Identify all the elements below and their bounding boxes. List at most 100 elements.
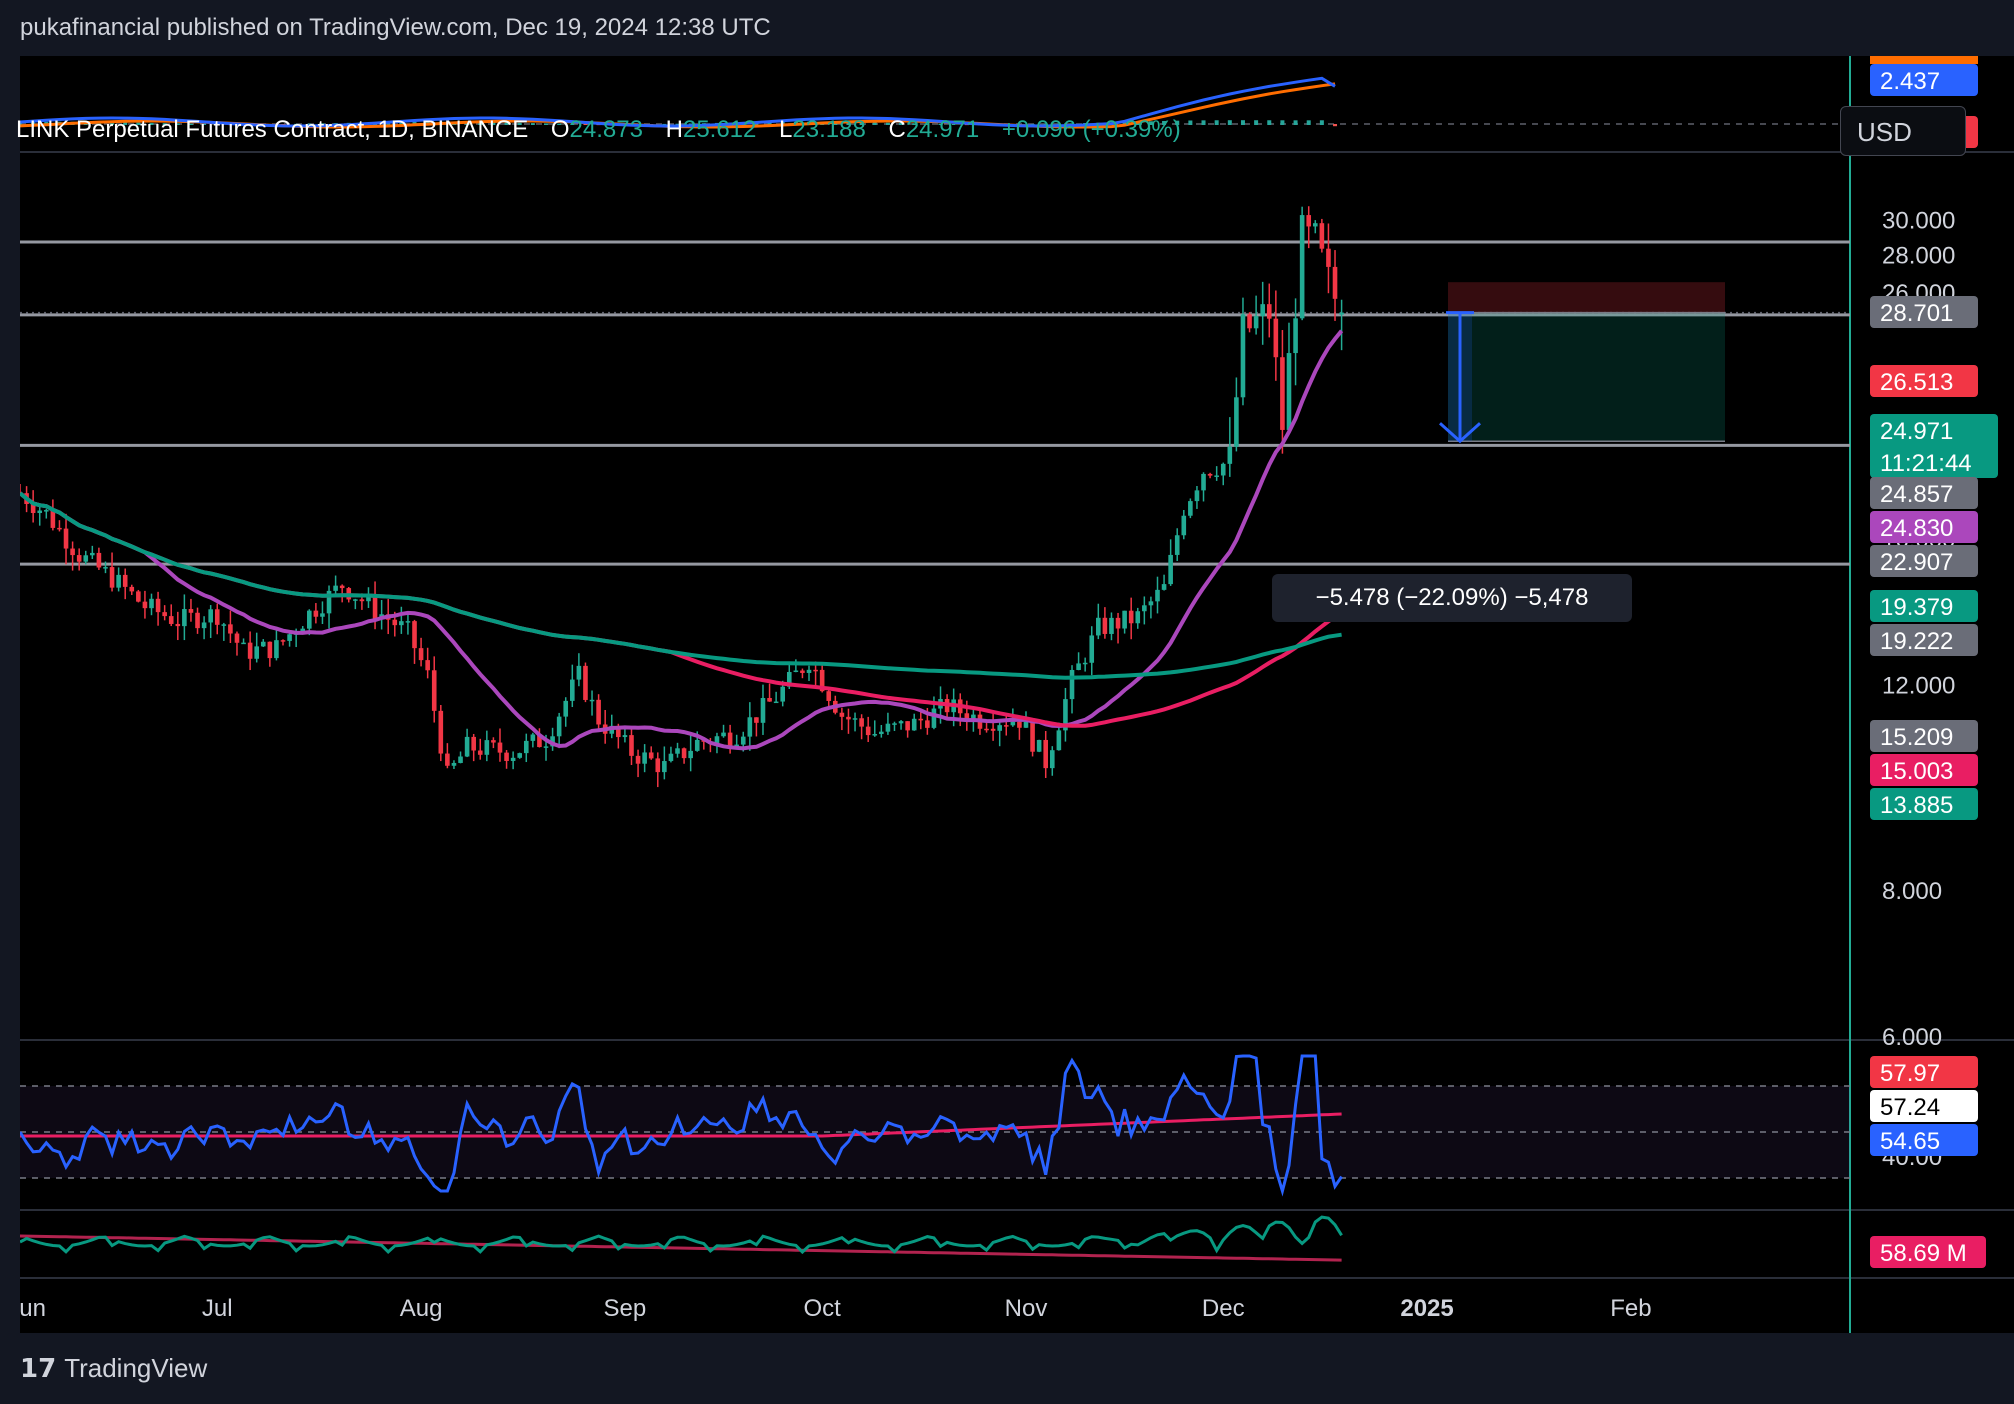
change-value: +0.096 (+0.39%) (1001, 116, 1181, 143)
candle-body (50, 510, 56, 528)
time-tick-label: 2025 (1400, 1295, 1453, 1322)
candle-body (727, 732, 733, 747)
countdown-text: 11:21:44 (1880, 450, 1972, 477)
macd-histogram-bar (872, 122, 877, 125)
candle-body (1076, 663, 1081, 670)
candle-body (852, 718, 858, 720)
candle-body (109, 567, 115, 588)
macd-histogram-bar (583, 124, 588, 126)
price-label-text: 26.513 (1880, 369, 1953, 396)
candle-body (865, 726, 871, 736)
candle-body (570, 679, 575, 701)
candle-body (556, 716, 562, 737)
high-label: H (665, 116, 683, 143)
candle-body (464, 736, 470, 757)
price-tick-label: 8.000 (1882, 878, 1942, 905)
ma-long-line (20, 491, 1342, 680)
candle-body (846, 716, 851, 720)
macd-histogram-bar (1319, 120, 1324, 125)
macd-histogram-bar (1227, 120, 1232, 125)
rsi-value-tag (1870, 1090, 1978, 1122)
candle-body (247, 642, 253, 659)
macd-histogram-bar (899, 123, 904, 125)
candle-body (504, 752, 509, 761)
macd-histogram-bar (188, 123, 193, 125)
candle-body (925, 720, 930, 728)
candle-body (734, 744, 739, 747)
macd-histogram-bar (846, 122, 851, 125)
macd-histogram-bar (110, 122, 115, 125)
rsi-value-text: 57.97 (1880, 1060, 1940, 1087)
candle-body (819, 669, 825, 692)
tradingview-brand[interactable]: 17 TradingView (20, 1353, 207, 1384)
candle-body (142, 601, 148, 609)
chart-area[interactable]: 30.00028.00026.00020.00016.00012.00010.0… (20, 56, 2014, 1333)
candle-body (813, 669, 818, 672)
candle-body (458, 756, 463, 763)
candle-body (339, 585, 345, 589)
macd-histogram-bar (31, 121, 36, 125)
macd-value-tag (1870, 64, 1978, 96)
macd-histogram-bar (162, 123, 167, 125)
macd-line (20, 76, 1336, 128)
low-label: L (779, 116, 793, 143)
macd-histogram-bar (767, 121, 772, 125)
candle-body (431, 670, 437, 711)
candle-body (984, 728, 989, 731)
candle-body (359, 599, 365, 602)
macd-histogram-bar (912, 123, 917, 125)
candle-body (267, 641, 273, 659)
brand-label: TradingView (64, 1353, 208, 1383)
macd-histogram-bar (399, 121, 404, 125)
candle-body (76, 555, 82, 562)
macd-histogram-bar (307, 123, 312, 125)
macd-histogram-bar (557, 123, 562, 125)
candle-body (1148, 601, 1154, 606)
candle-body (543, 746, 549, 748)
candle-body (195, 612, 200, 629)
candle-body (1253, 316, 1259, 329)
time-tick-label: Nov (1005, 1295, 1048, 1322)
macd-histogram-bar (1056, 123, 1061, 125)
candle-body (583, 665, 588, 700)
low-value: 23.188 (792, 116, 866, 143)
rsi-line (20, 1054, 1343, 1197)
currency-button[interactable]: USD (1840, 106, 1966, 156)
macd-value-text: 2.437 (1880, 68, 1940, 95)
publisher-bar: pukafinancial published on TradingView.c… (0, 0, 2014, 56)
macd-histogram-bar (662, 123, 667, 125)
macd-histogram-bar (925, 123, 930, 125)
candle-body (1089, 635, 1095, 663)
candle-body (898, 721, 904, 724)
candle-body (471, 736, 476, 751)
candle-body (366, 595, 371, 602)
price-label-text: 15.209 (1880, 724, 1953, 751)
price-label-tag (1870, 590, 1978, 622)
candle-body (418, 648, 424, 661)
candle-body (786, 672, 792, 687)
candle-body (918, 718, 924, 721)
candle-body (484, 740, 490, 755)
macd-histogram-bar (1240, 120, 1245, 125)
chart-canvas[interactable]: 30.00028.00026.00020.00016.00012.00010.0… (20, 56, 2014, 1333)
candle-body (43, 510, 49, 512)
symbol-name: LINK Perpetual Futures Contract, 1D, BIN… (16, 116, 529, 143)
macd-histogram-bar (215, 124, 220, 126)
macd-histogram-bar (570, 123, 575, 125)
macd-histogram-bar (859, 122, 864, 125)
candle-body (1319, 223, 1325, 249)
price-label-text: 24.971 (1880, 418, 1953, 445)
macd-histogram-bar (1214, 120, 1219, 125)
candle-body (767, 698, 772, 702)
candle-body (280, 640, 286, 642)
candle-body (885, 723, 891, 732)
candle-body (773, 701, 779, 704)
candle-body (313, 610, 319, 617)
candle-body (754, 717, 759, 723)
candle-body (1161, 584, 1167, 590)
candle-body (1056, 730, 1062, 751)
price-label-text: 22.907 (1880, 549, 1953, 576)
candle-body (1043, 739, 1049, 769)
price-label-text: 28.701 (1880, 300, 1953, 327)
macd-histogram-bar (885, 122, 890, 125)
